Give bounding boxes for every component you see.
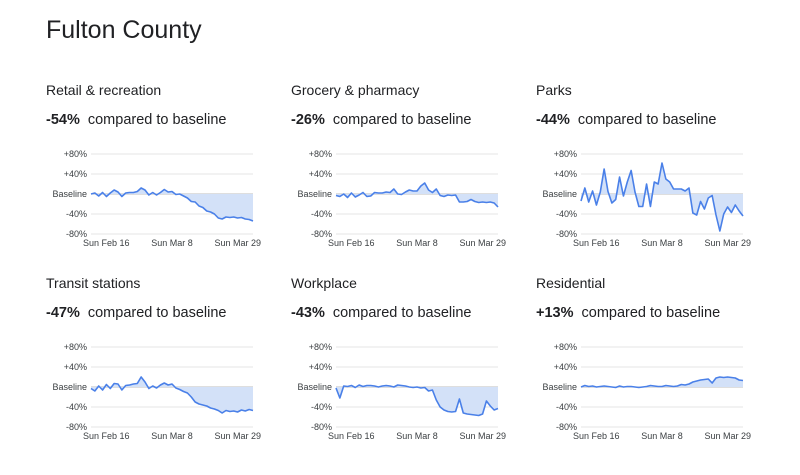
x-tick-label: Sun Mar 29	[459, 238, 506, 248]
y-tick-label: -80%	[556, 229, 577, 239]
page-title: Fulton County	[46, 16, 202, 44]
x-tick-label: Sun Mar 8	[151, 431, 193, 441]
chart-title: Workplace	[291, 275, 357, 291]
line-chart: +80% +40% Baseline -40% -80%Sun Feb 16 Sun Ma…	[542, 342, 751, 441]
y-tick-label: +80%	[64, 149, 87, 159]
y-tick-label: -80%	[311, 229, 332, 239]
chart-title: Retail & recreation	[46, 82, 162, 98]
x-tick-label: Sun Mar 8	[641, 431, 683, 441]
x-tick-label: Sun Mar 8	[641, 238, 683, 248]
y-tick-label: Baseline	[542, 382, 577, 392]
x-tick-label: Sun Mar 8	[151, 238, 193, 248]
line-chart: +80% +40% Baseline -40% -80%Sun Feb 16 Sun Ma…	[297, 342, 506, 441]
chart-title: Transit stations	[46, 275, 141, 291]
y-tick-label: +40%	[309, 169, 332, 179]
compared-label: compared to baseline	[332, 305, 472, 321]
line-chart: +80% +40% Baseline -40% -80%Sun Feb 16 Sun Ma…	[542, 149, 751, 248]
y-tick-label: +80%	[554, 149, 577, 159]
series-area	[91, 377, 253, 413]
series-area	[336, 183, 498, 207]
y-tick-label: Baseline	[542, 189, 577, 199]
x-tick-label: Sun Feb 16	[573, 431, 620, 441]
y-tick-label: +80%	[309, 342, 332, 352]
change-value: -54%	[46, 112, 80, 128]
x-tick-label: Sun Feb 16	[83, 238, 130, 248]
chart-panel: Grocery & pharmacy -26% compared to baseli…	[291, 82, 536, 282]
compared-label: compared to baseline	[87, 305, 227, 321]
x-tick-label: Sun Feb 16	[328, 238, 375, 248]
change-summary: -47% compared to baseline	[46, 305, 227, 321]
x-tick-label: Sun Mar 29	[459, 431, 506, 441]
compared-label: compared to baseline	[577, 112, 717, 128]
y-tick-label: +40%	[309, 362, 332, 372]
chart-panel: Workplace -43% compared to baseline +80% +40…	[291, 275, 536, 475]
x-tick-label: Sun Mar 29	[704, 431, 751, 441]
y-tick-label: +80%	[64, 342, 87, 352]
y-tick-label: -40%	[556, 402, 577, 412]
chart-title: Residential	[536, 275, 606, 291]
series-area	[91, 188, 253, 221]
series-area	[581, 163, 743, 231]
line-chart: +80% +40% Baseline -40% -80%Sun Feb 16 Sun Ma…	[52, 149, 261, 248]
y-tick-label: Baseline	[297, 189, 332, 199]
series-line	[580, 376, 744, 389]
compared-label: compared to baseline	[581, 305, 721, 321]
x-tick-label: Sun Feb 16	[573, 238, 620, 248]
series-area	[581, 377, 743, 388]
y-tick-label: -40%	[66, 402, 87, 412]
line-chart: +80% +40% Baseline -40% -80%Sun Feb 16 Sun Ma…	[297, 149, 506, 248]
y-tick-label: -80%	[556, 422, 577, 432]
series-line	[335, 384, 499, 417]
x-tick-label: Sun Feb 16	[83, 431, 130, 441]
series-line	[90, 187, 254, 222]
x-tick-label: Sun Mar 29	[704, 238, 751, 248]
change-summary: -26% compared to baseline	[291, 112, 472, 128]
chart-title: Grocery & pharmacy	[291, 82, 420, 98]
y-tick-label: +40%	[554, 362, 577, 372]
x-tick-label: Sun Mar 29	[214, 431, 261, 441]
series-line	[90, 376, 254, 414]
y-tick-label: +40%	[64, 362, 87, 372]
compared-label: compared to baseline	[87, 112, 227, 128]
y-tick-label: -80%	[66, 229, 87, 239]
line-chart: +80% +40% Baseline -40% -80%Sun Feb 16 Sun Ma…	[52, 342, 261, 441]
y-tick-label: -80%	[311, 422, 332, 432]
compared-label: compared to baseline	[332, 112, 472, 128]
y-tick-label: +80%	[554, 342, 577, 352]
y-tick-label: +40%	[554, 169, 577, 179]
chart-title: Parks	[536, 82, 572, 98]
change-summary: +13% compared to baseline	[536, 305, 720, 321]
y-tick-label: -40%	[311, 402, 332, 412]
y-tick-label: Baseline	[52, 189, 87, 199]
change-value: +13%	[536, 305, 574, 321]
change-value: -43%	[291, 305, 325, 321]
y-tick-label: Baseline	[297, 382, 332, 392]
chart-panel: Transit stations -47% compared to baseline…	[46, 275, 291, 475]
change-value: -44%	[536, 112, 570, 128]
change-summary: -44% compared to baseline	[536, 112, 717, 128]
change-value: -47%	[46, 305, 80, 321]
chart-panel: Retail & recreation -54% compared to basel…	[46, 82, 291, 282]
series-line	[335, 182, 499, 208]
x-tick-label: Sun Mar 8	[396, 238, 438, 248]
chart-panel: Parks -44% compared to baseline +80% +40% Bas…	[536, 82, 781, 282]
y-tick-label: +80%	[309, 149, 332, 159]
x-tick-label: Sun Mar 8	[396, 431, 438, 441]
chart-panel: Residential +13% compared to baseline +80% +…	[536, 275, 781, 475]
series-area	[336, 385, 498, 416]
y-tick-label: -40%	[66, 209, 87, 219]
change-summary: -54% compared to baseline	[46, 112, 227, 128]
x-tick-label: Sun Feb 16	[328, 431, 375, 441]
series-line	[580, 162, 744, 232]
y-tick-label: -40%	[311, 209, 332, 219]
y-tick-label: -80%	[66, 422, 87, 432]
change-value: -26%	[291, 112, 325, 128]
y-tick-label: +40%	[64, 169, 87, 179]
y-tick-label: Baseline	[52, 382, 87, 392]
y-tick-label: -40%	[556, 209, 577, 219]
x-tick-label: Sun Mar 29	[214, 238, 261, 248]
change-summary: -43% compared to baseline	[291, 305, 472, 321]
